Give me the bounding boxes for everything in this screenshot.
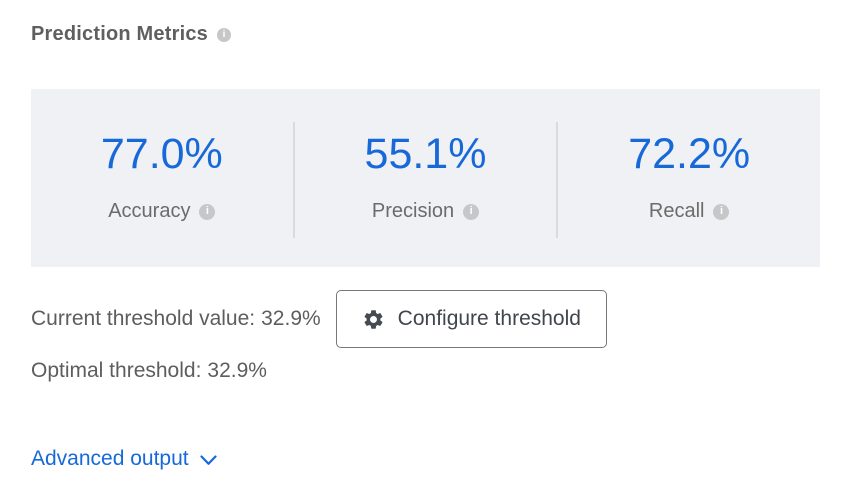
recall-label-row: Recall i (649, 200, 730, 223)
current-threshold-label: Current threshold value: (31, 307, 256, 330)
page-title: Prediction Metrics (31, 23, 208, 45)
optimal-threshold-row: Optimal threshold: 32.9% (31, 359, 267, 383)
chevron-down-icon (200, 455, 217, 466)
recall-label: Recall (648, 200, 705, 222)
info-icon[interactable]: i (713, 203, 730, 220)
divider (292, 122, 295, 238)
precision-label-row: Precision i (371, 200, 480, 223)
precision-label: Precision (371, 200, 455, 222)
title-row: Prediction Metrics i (31, 23, 231, 46)
metric-recall: 72.2% Recall i (558, 89, 820, 267)
metrics-summary-panel: 77.0% Accuracy i 55.1% Precision i 72.2%… (31, 89, 820, 267)
info-icon[interactable]: i (199, 203, 216, 220)
optimal-threshold-text: Optimal threshold: 32.9% (31, 359, 267, 382)
info-icon[interactable]: i (463, 203, 480, 220)
accuracy-label: Accuracy (108, 200, 191, 222)
divider (556, 122, 559, 238)
accuracy-label-row: Accuracy i (108, 200, 216, 223)
metric-accuracy: 77.0% Accuracy i (31, 89, 293, 267)
advanced-output-label: Advanced output (31, 447, 189, 470)
info-icon[interactable]: i (216, 27, 231, 42)
current-threshold-text: Current threshold value: 32.9% (31, 307, 321, 331)
optimal-threshold-value: 32.9% (207, 359, 267, 382)
gear-icon (362, 308, 385, 331)
current-threshold-value: 32.9% (261, 307, 321, 330)
recall-value: 72.2% (628, 130, 751, 178)
metric-precision: 55.1% Precision i (295, 89, 557, 267)
configure-threshold-button[interactable]: Configure threshold (335, 290, 607, 348)
precision-value: 55.1% (364, 130, 487, 178)
configure-threshold-label: Configure threshold (397, 307, 581, 330)
advanced-output-toggle[interactable]: Advanced output (31, 447, 217, 471)
optimal-threshold-label: Optimal threshold: (31, 359, 202, 382)
current-threshold-row: Current threshold value: 32.9% Configure … (31, 290, 607, 348)
accuracy-value: 77.0% (100, 130, 223, 178)
